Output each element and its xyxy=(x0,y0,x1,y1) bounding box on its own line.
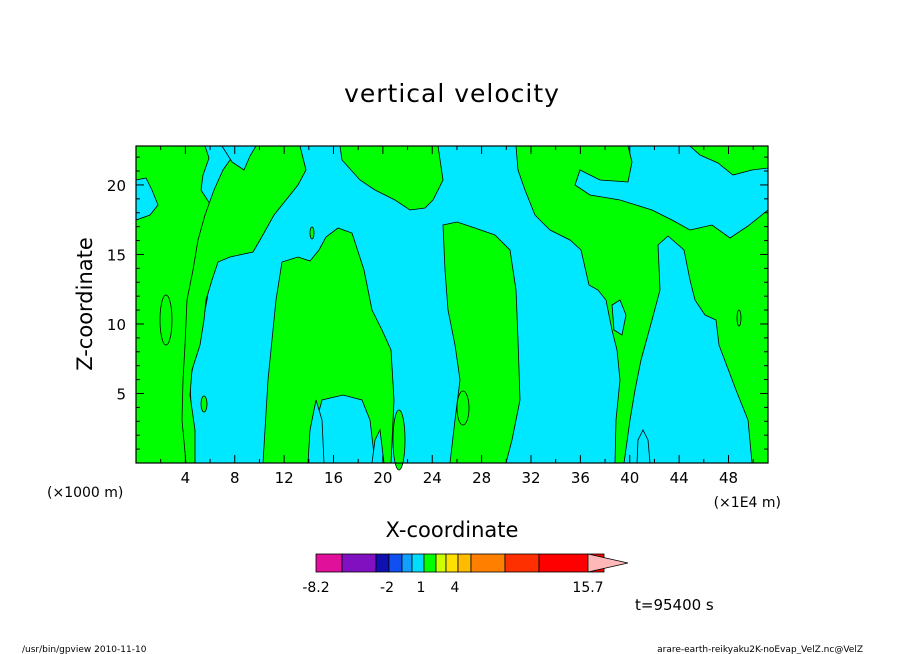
colorbar-cell xyxy=(411,553,425,573)
x-unit-left: (×1000 m) xyxy=(47,485,123,501)
colorbar-cells xyxy=(315,553,605,573)
colorbar-label-5: 15.7 xyxy=(572,580,603,596)
y-axis-tick-labels: 5 10 15 20 xyxy=(107,177,126,404)
x-tick-label: 32 xyxy=(521,469,540,487)
colorbar-arrow xyxy=(587,553,629,573)
colorbar: -8.2 -2 1 4 15.7 xyxy=(302,553,629,596)
footer-left: /usr/bin/gpview 2010-11-10 xyxy=(22,645,147,654)
colorbar-cell xyxy=(470,553,506,573)
x-tick-label: 16 xyxy=(324,469,343,487)
negative-holes xyxy=(135,145,651,464)
y-axis-label: Z-coordinate xyxy=(73,237,97,371)
contour-region-3 xyxy=(262,227,395,464)
footer-right: arare-earth-reikyaku2K-noEvap_VelZ.nc@Ve… xyxy=(657,645,863,654)
colorbar-cell xyxy=(315,553,343,573)
colorbar-label-3: 1 xyxy=(417,580,426,596)
x-unit-right: (×1E4 m) xyxy=(714,495,781,511)
x-tick-label: 28 xyxy=(472,469,491,487)
colorbar-cell xyxy=(445,553,459,573)
colorbar-label-1: -8.2 xyxy=(302,580,329,596)
contour-blob-5 xyxy=(309,226,315,240)
contour-region-5 xyxy=(515,145,769,464)
contour-blob-2 xyxy=(200,395,208,413)
y-tick-label: 10 xyxy=(107,316,126,334)
x-tick-label: 36 xyxy=(571,469,590,487)
contour-hole-6 xyxy=(611,299,627,336)
x-tick-label: 8 xyxy=(230,469,240,487)
x-axis-tick-labels: 4 8 12 16 20 24 28 32 36 40 44 48 xyxy=(181,469,738,487)
x-tick-label: 12 xyxy=(275,469,294,487)
contour-region-2 xyxy=(181,145,307,464)
colorbar-cell xyxy=(504,553,540,573)
positive-regions xyxy=(135,145,769,471)
plot-area xyxy=(135,145,769,471)
x-axis-ticks xyxy=(160,146,754,463)
colorbar-cell xyxy=(401,553,413,573)
contour-region-6 xyxy=(339,145,444,211)
y-axis-ticks xyxy=(136,156,768,450)
colorbar-cell xyxy=(388,553,403,573)
colorbar-label-2: -2 xyxy=(380,580,394,596)
x-tick-label: 48 xyxy=(719,469,738,487)
colorbar-cell xyxy=(423,553,437,573)
x-tick-label: 20 xyxy=(373,469,392,487)
colorbar-cell xyxy=(341,553,377,573)
time-label: t=95400 s xyxy=(635,596,714,614)
x-tick-label: 40 xyxy=(620,469,639,487)
chart-title: vertical velocity xyxy=(344,79,560,108)
colorbar-cell xyxy=(457,553,472,573)
contour-blob-6 xyxy=(736,309,742,327)
colorbar-cell xyxy=(375,553,390,573)
x-tick-label: 44 xyxy=(670,469,689,487)
plot-frame xyxy=(135,145,769,464)
contour-blob-1 xyxy=(159,294,173,346)
y-tick-label: 15 xyxy=(107,246,126,264)
contour-blob-3 xyxy=(456,390,470,426)
y-tick-label: 20 xyxy=(107,177,126,195)
x-tick-label: 4 xyxy=(181,469,191,487)
contour-blob-4 xyxy=(392,409,406,471)
x-axis-label: X-coordinate xyxy=(386,518,519,542)
x-tick-label: 24 xyxy=(423,469,442,487)
contour-region-4 xyxy=(442,221,521,464)
colorbar-cell xyxy=(435,553,447,573)
colorbar-label-4: 4 xyxy=(451,580,460,596)
y-tick-label: 5 xyxy=(116,385,126,403)
